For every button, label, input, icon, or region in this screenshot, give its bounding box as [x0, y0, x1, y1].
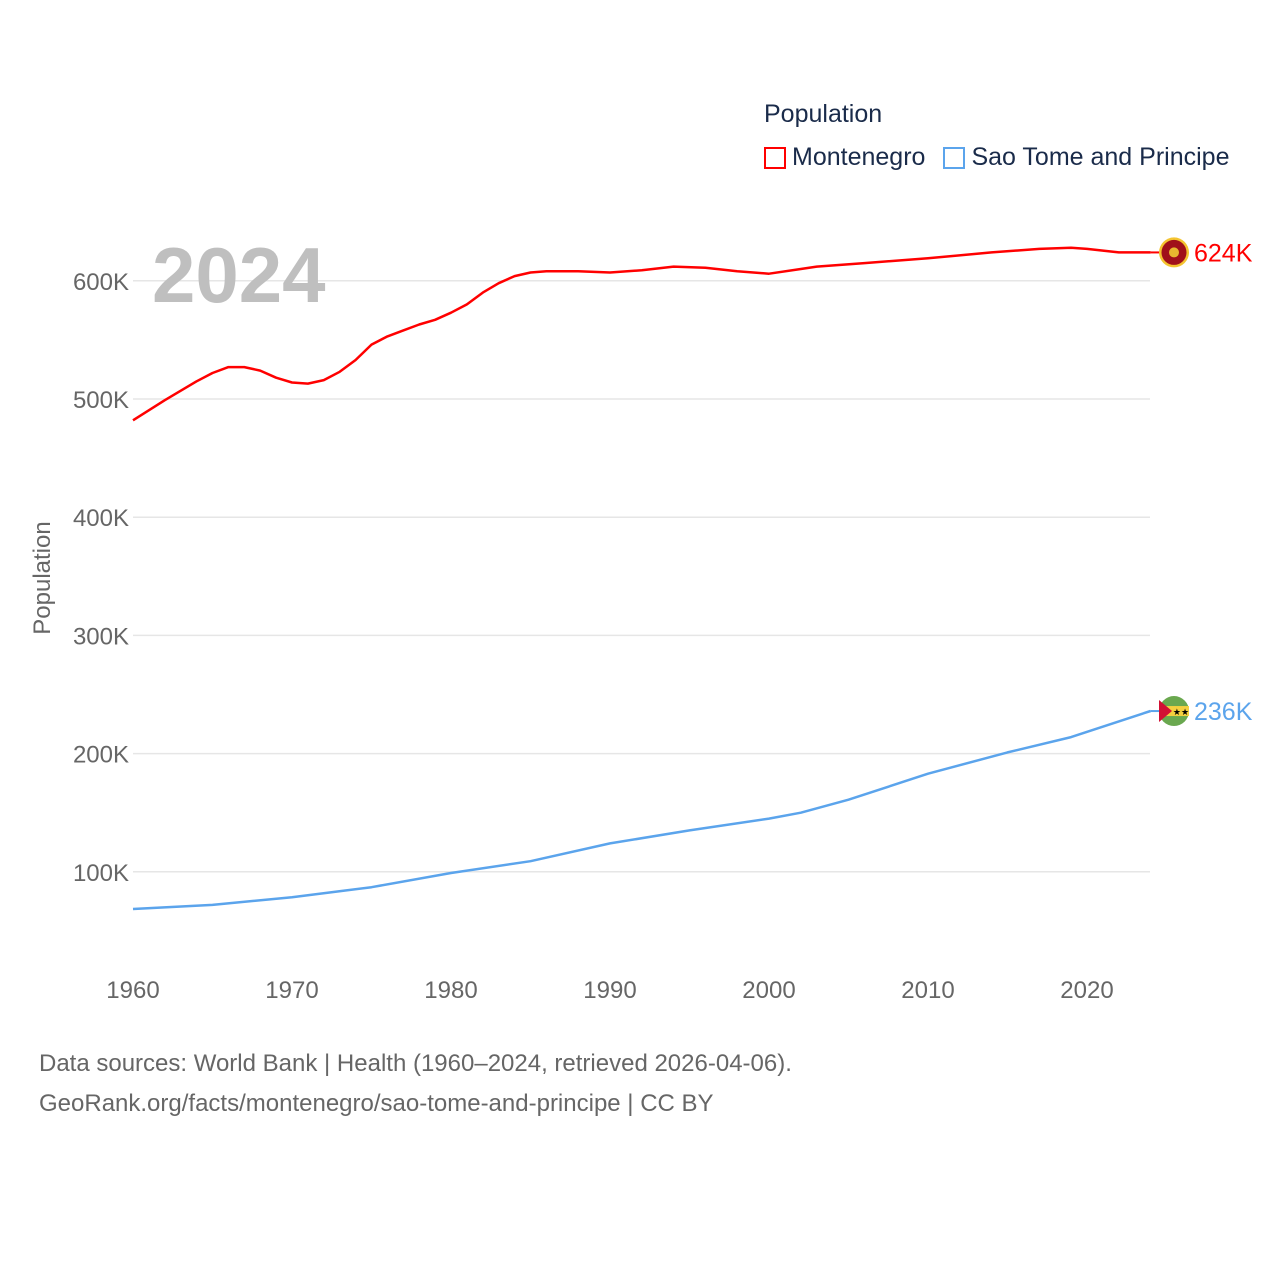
y-tick-label: 300K [73, 623, 129, 650]
legend-swatch [764, 146, 786, 169]
series-line-0 [132, 246, 1151, 422]
flag-emblem [1169, 247, 1179, 258]
footer: Data sources: World Bank | Health (1960–… [39, 1044, 792, 1124]
legend-title: Population [764, 100, 883, 128]
legend-item-sao-tome[interactable]: Sao Tome and Principe [943, 143, 1229, 172]
x-tick-label: 2000 [742, 977, 795, 1004]
x-tick-label: 2010 [901, 977, 954, 1004]
y-tick-label: 400K [73, 505, 129, 532]
series-line-1 [132, 709, 1151, 911]
x-tick-label: 1990 [583, 977, 636, 1004]
end-value-label: 624K [1194, 239, 1253, 267]
flag-stars: ★★ [1173, 707, 1189, 717]
y-tick-label: 100K [73, 860, 129, 887]
data-source-text: Data sources: World Bank | Health (1960–… [39, 1050, 792, 1077]
flag-stripe [1159, 706, 1189, 717]
legend-label: Sao Tome and Principe [971, 143, 1230, 171]
legend-label: Montenegro [792, 143, 926, 171]
y-tick-label: 500K [73, 387, 129, 414]
y-tick-label: 200K [73, 742, 129, 769]
x-tick-label: 1980 [424, 977, 477, 1004]
source-link[interactable]: GeoRank.org/facts/montenegro/sao-tome-an… [39, 1090, 714, 1117]
end-value-label: 236K [1194, 698, 1253, 726]
x-tick-label: 2020 [1060, 977, 1113, 1004]
legend-swatch [943, 146, 966, 169]
legend-item-montenegro[interactable]: Montenegro [764, 143, 925, 172]
x-tick-label: 1970 [265, 977, 318, 1004]
legend: Montenegro Sao Tome and Principe [764, 143, 1229, 172]
x-tick-label: 1960 [106, 977, 159, 1004]
y-tick-label: 600K [73, 269, 129, 296]
y-axis-label: Population [29, 521, 56, 634]
flag-triangle [1159, 700, 1172, 723]
year-label: 2024 [152, 231, 326, 319]
